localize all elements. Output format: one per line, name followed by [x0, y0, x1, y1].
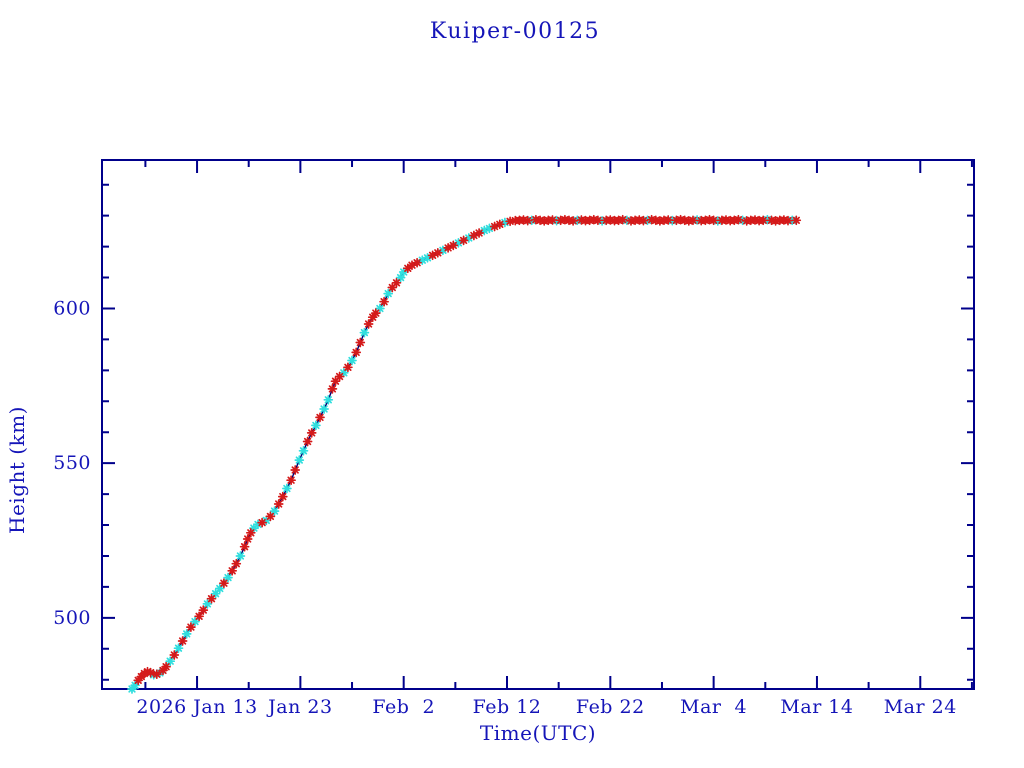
x-tick-label: Mar 4	[680, 696, 747, 718]
x-tick-label: Feb 2	[372, 696, 435, 718]
plot-frame	[101, 159, 975, 690]
cyan-asterisk-markers	[127, 214, 798, 694]
chart-title: Kuiper-00125	[430, 19, 600, 44]
x-tick-label: 2026 Jan 13	[136, 696, 257, 718]
data-series-layer	[127, 214, 802, 694]
y-tick-label: 500	[53, 607, 91, 629]
x-tick-label: Jan 23	[266, 696, 332, 718]
red-asterisk-markers	[133, 214, 802, 686]
x-tick-label: Feb 22	[576, 696, 645, 718]
height-line	[131, 218, 797, 690]
x-tick-label: Feb 12	[473, 696, 542, 718]
axis-ticks	[102, 160, 974, 689]
x-tick-label: Mar 14	[780, 696, 853, 718]
y-axis-title: Height (km)	[5, 406, 29, 534]
tick-label-layer: 500 550 600 2026 Jan 13 Jan 23 Feb 2 Feb 12 Feb…	[53, 297, 957, 718]
y-tick-label: 550	[53, 452, 91, 474]
x-axis-title: Time(UTC)	[480, 721, 596, 745]
axes-layer	[101, 159, 975, 690]
x-tick-label: Mar 24	[884, 696, 957, 718]
y-tick-label: 600	[53, 297, 91, 319]
